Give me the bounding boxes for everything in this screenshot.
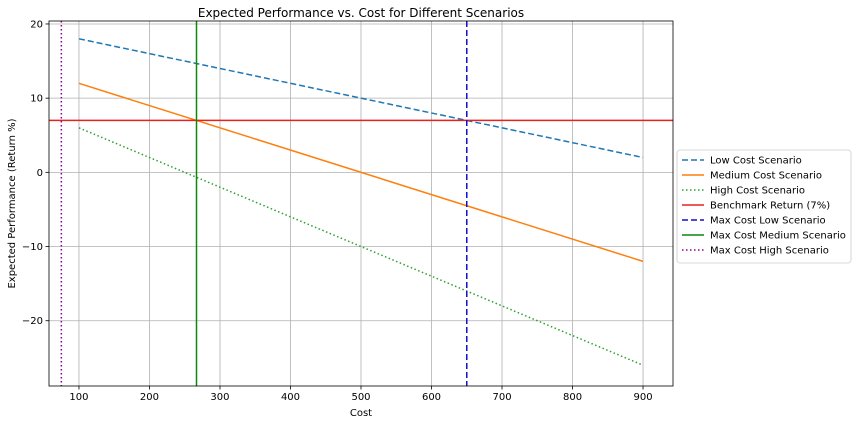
series-line-0: [78, 38, 644, 159]
legend-label: Low Cost Scenario: [710, 156, 802, 167]
x-tick-label: 500: [351, 392, 370, 403]
legend-label: Medium Cost Scenario: [710, 171, 822, 182]
legend-label: Max Cost Low Scenario: [710, 216, 826, 227]
legend-label: High Cost Scenario: [710, 186, 805, 197]
legend-label: Max Cost Medium Scenario: [710, 231, 846, 242]
legend: Low Cost Scenario Medium Cost Scenario Hig…: [676, 149, 852, 264]
legend-label: Max Cost High Scenario: [710, 246, 829, 257]
plot-lines: [49, 21, 673, 386]
x-tick-label: 800: [563, 392, 582, 403]
x-axis-label: Cost: [350, 408, 372, 419]
x-tick-label: 900: [633, 392, 652, 403]
legend-label: Benchmark Return (7%): [710, 201, 830, 212]
y-tick-label: 0: [37, 168, 43, 179]
y-tick-label: −20: [22, 316, 43, 327]
x-tick-label: 600: [422, 392, 441, 403]
x-tick-label: 200: [140, 392, 159, 403]
series-line-1: [78, 82, 644, 263]
chart-title: Expected Performance vs. Cost for Differ…: [198, 6, 524, 20]
y-axis-label: Expected Performance (Return %): [7, 118, 18, 288]
legend-box: [676, 149, 852, 264]
x-tick-label: 700: [492, 392, 511, 403]
x-tick-label: 100: [69, 392, 88, 403]
y-tick-label: 20: [30, 19, 43, 30]
y-tick-label: −10: [22, 242, 43, 253]
y-tick-label: 10: [30, 94, 43, 105]
x-tick-label: 400: [281, 392, 300, 403]
x-tick-label: 300: [210, 392, 229, 403]
